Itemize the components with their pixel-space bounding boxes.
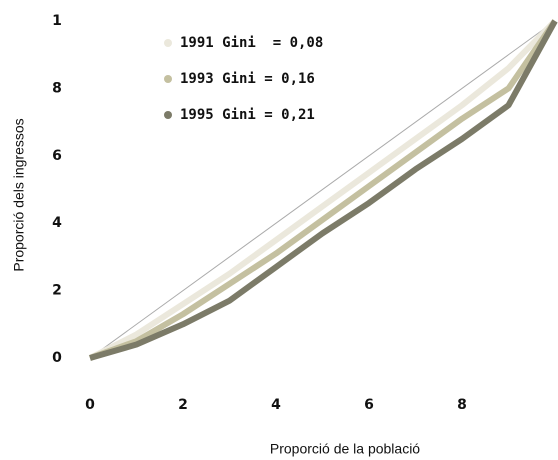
y-tick-label: 8 — [52, 80, 62, 96]
y-tick-label: 0 — [52, 350, 62, 366]
series-line — [88, 19, 558, 361]
legend-label: 1995 Gini = 0,21 — [180, 107, 315, 123]
legend-marker — [164, 75, 172, 83]
legend-label: 1991 Gini = 0,08 — [180, 35, 323, 51]
y-tick-label: 6 — [52, 148, 62, 164]
x-tick-label: 2 — [178, 397, 188, 413]
x-tick-label: 6 — [364, 397, 374, 413]
y-axis-title: Proporció dels ingressos — [11, 118, 27, 271]
series-line — [89, 19, 558, 361]
legend-label: 1993 Gini = 0,16 — [180, 71, 315, 87]
legend-marker — [164, 39, 172, 47]
x-axis-title: Proporció de la població — [270, 441, 420, 457]
y-tick-label: 1 — [52, 13, 62, 29]
x-tick-label: 4 — [271, 397, 281, 413]
series-line — [88, 18, 558, 361]
x-tick-label: 8 — [457, 397, 467, 413]
legend-marker — [164, 111, 172, 119]
equality-line — [89, 20, 556, 359]
y-tick-label: 2 — [52, 283, 62, 299]
x-tick-label: 0 — [85, 397, 95, 413]
y-tick-label: 4 — [52, 215, 62, 231]
